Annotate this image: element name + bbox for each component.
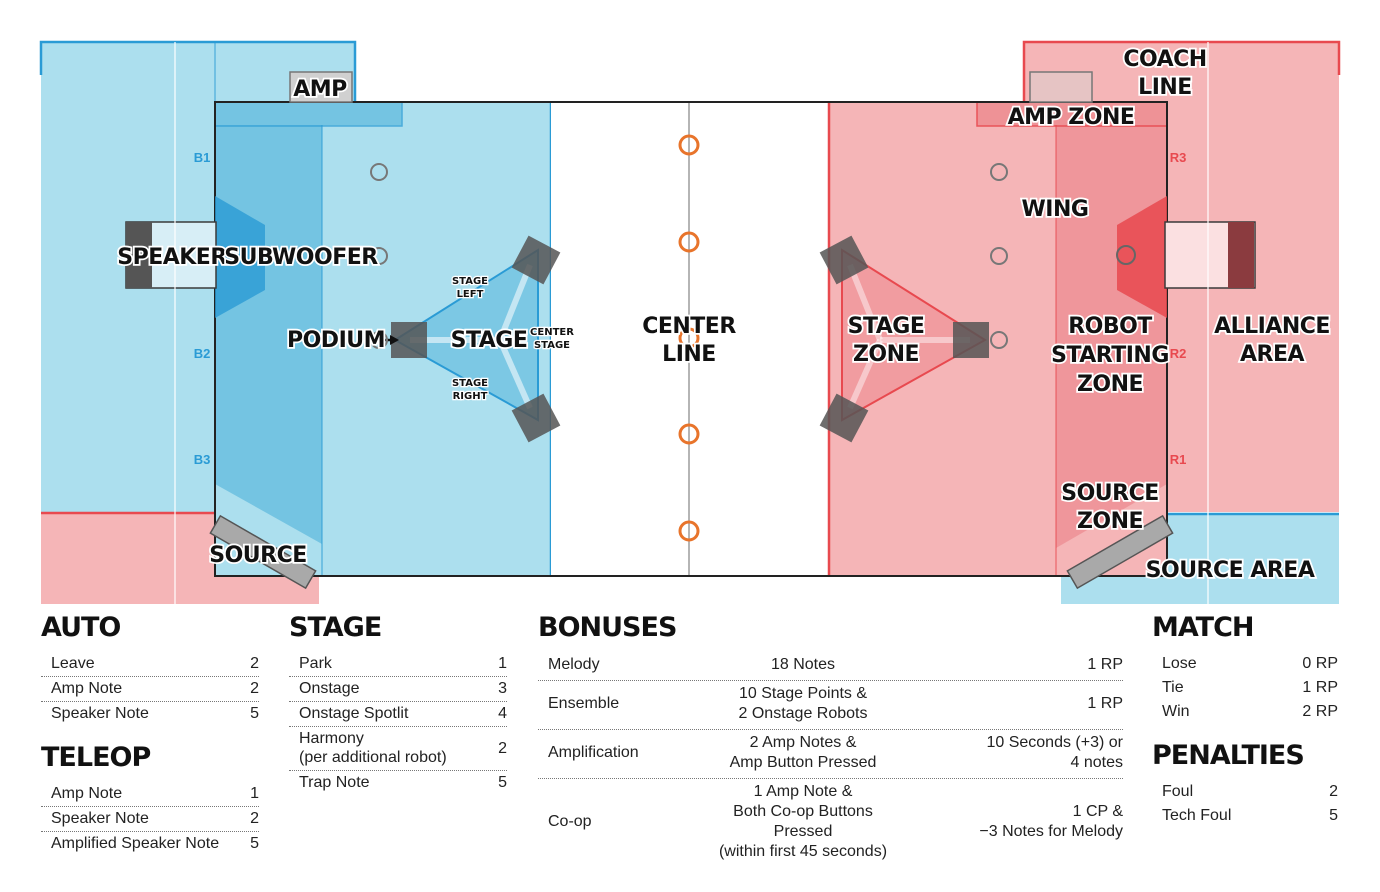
table-row: Onstage Spotlit 4 (289, 702, 507, 727)
table-row: Melody 18 Notes 1 RP (538, 652, 1123, 681)
table-row: Speaker Note 2 (41, 807, 259, 832)
table-row: Speaker Note 5 (51, 705, 259, 722)
table-row: Park 1 (289, 652, 507, 677)
station-r1: R1 (1170, 452, 1187, 467)
label-subwoofer: SUBWOOFER (224, 245, 378, 270)
label-wing: WING (1022, 197, 1089, 222)
table-row: Onstage 3 (289, 677, 507, 702)
red-subwoofer-arrow (1117, 196, 1167, 318)
stage-title: STAGE (289, 612, 382, 643)
label-robot-starting-zone: ROBOT STARTING ZONE (1051, 314, 1169, 397)
label-center-line: CENTER LINE (642, 314, 736, 367)
red-source-chute (209, 514, 317, 590)
label-source-zone: SOURCE ZONE (1061, 481, 1159, 534)
blue-amp-zone (214, 101, 403, 127)
table-row: Leave 2 (41, 652, 259, 677)
table-row: Amplified Speaker Note 5 (51, 835, 259, 852)
table-row: Harmony (per additional robot) 2 (289, 727, 507, 771)
label-podium: PODIUM (287, 328, 385, 353)
station-b2: B2 (194, 346, 211, 361)
match-title: MATCH (1152, 612, 1254, 643)
auto-table: Leave 2 Amp Note 2 Speaker Note 5 (41, 652, 259, 726)
blue-stage (393, 248, 539, 422)
red-area-border (1022, 40, 1341, 102)
label-alliance-area: ALLIANCE AREA (1214, 314, 1330, 367)
red-stage-leg-right (819, 393, 869, 443)
label-amp: AMP (293, 77, 347, 102)
center-notes (678, 134, 700, 542)
auto-title: AUTO (41, 612, 121, 643)
penalties-table: Foul 2 Tech Foul 5 (1152, 780, 1338, 828)
station-r3: R3 (1170, 150, 1187, 165)
field-border (214, 101, 1168, 577)
stage-table: Park 1 Onstage 3 Onstage Spotlit 4 Harmony … (289, 652, 507, 795)
label-amp-zone: AMP ZONE (1008, 105, 1135, 130)
label-center-stage: CENTER STAGE (530, 327, 574, 351)
blue-subwoofer-arrow (215, 196, 265, 318)
table-row: Win 2 RP (1162, 703, 1338, 720)
blue-stage-leg-left (511, 235, 561, 285)
blue-source-chute (1066, 514, 1174, 590)
label-speaker: SPEAKER (117, 245, 227, 270)
label-stage-left: STAGE LEFT (452, 276, 488, 300)
label-source-area: SOURCE AREA (1146, 558, 1315, 583)
label-stage-zone: STAGE ZONE (848, 314, 925, 367)
station-b3: B3 (194, 452, 211, 467)
red-amp (1029, 71, 1093, 103)
bonuses-table: Melody 18 Notes 1 RP Ensemble 10 Stage Poin… (538, 652, 1123, 867)
label-stage: STAGE (451, 328, 528, 353)
red-stage-leg-podium (953, 322, 989, 358)
table-row: Tech Foul 5 (1162, 807, 1338, 824)
blue-area-border (39, 40, 357, 102)
teleop-table: Amp Note 1 Speaker Note 2 Amplified Speake… (41, 782, 259, 856)
label-source: SOURCE (209, 543, 307, 568)
red-stage (841, 248, 987, 422)
station-b1: B1 (194, 150, 211, 165)
table-row: Amp Note 1 (41, 782, 259, 807)
blue-stage-leg-right (511, 393, 561, 443)
field-diagram: B1 B2 B3 R3 R2 R1 AMP COACH LINE AMP ZONE… (39, 40, 1341, 604)
red-stage-leg-left (819, 235, 869, 285)
bonuses-title: BONUSES (538, 612, 677, 643)
match-table: Lose 0 RP Tie 1 RP Win 2 RP (1152, 652, 1338, 724)
teleop-title: TELEOP (41, 742, 151, 773)
red-wing-notes (990, 163, 1008, 349)
table-row: Ensemble 10 Stage Points & 2 Onstage Robo… (538, 681, 1123, 730)
table-row: Amp Note 2 (41, 677, 259, 702)
table-row: Lose 0 RP (1162, 655, 1338, 672)
table-row: Co-op 1 Amp Note & Both Co-op Buttons Pre… (548, 783, 1123, 860)
table-row: Trap Note 5 (299, 774, 507, 791)
blue-wing-notes (370, 163, 388, 349)
station-r2: R2 (1170, 346, 1187, 361)
table-row: Tie 1 RP (1162, 679, 1338, 696)
label-stage-right: STAGE RIGHT (452, 378, 488, 402)
table-row: Amplification 2 Amp Notes & Amp Button Pr… (538, 730, 1123, 779)
penalties-title: PENALTIES (1152, 740, 1305, 771)
blue-amp (289, 71, 353, 103)
label-coach-line: COACH LINE (1123, 47, 1206, 100)
table-row: Foul 2 (1162, 783, 1338, 800)
